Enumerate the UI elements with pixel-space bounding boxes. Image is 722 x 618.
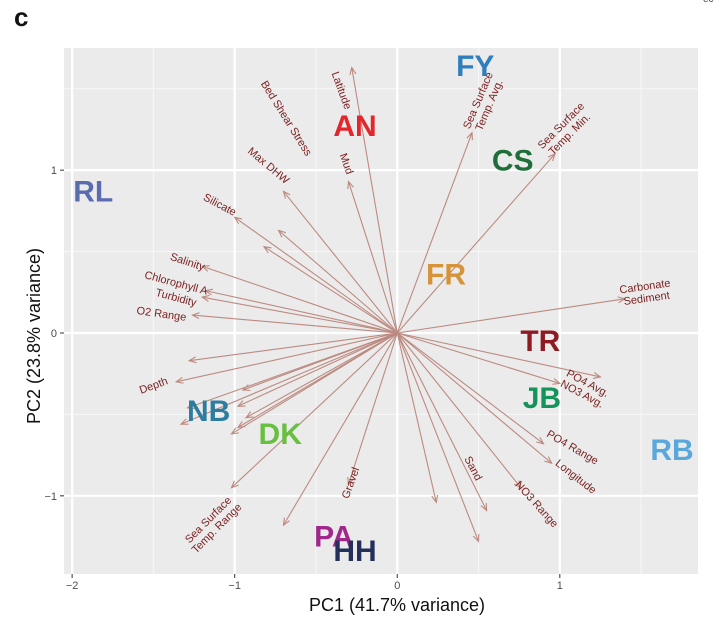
- loading-arrow: [396, 332, 486, 511]
- loading-arrow: [348, 182, 398, 334]
- x-tick-label: −1: [228, 580, 241, 592]
- panel-letter: c: [14, 2, 29, 32]
- loading-arrow: [397, 299, 625, 334]
- loading-arrow: [352, 68, 398, 334]
- site-label-jb: JB: [523, 382, 561, 415]
- loading-arrow: [397, 332, 600, 377]
- loading-arrow: [396, 332, 543, 444]
- plot-panel: [64, 48, 698, 574]
- site-label-rb: RB: [650, 434, 693, 467]
- loading-arrow: [205, 291, 398, 334]
- loading-arrow: [231, 332, 398, 488]
- loading-arrow: [396, 133, 472, 334]
- loading-arrow: [202, 266, 398, 334]
- site-label-rl: RL: [73, 175, 113, 208]
- loading-arrow: [283, 191, 398, 334]
- loading-arrow: [246, 332, 398, 418]
- loading-arrow: [188, 332, 398, 408]
- y-axis-title: PC2 (23.8% variance): [24, 248, 44, 424]
- loading-arrow: [283, 332, 398, 525]
- loading-arrow: [396, 332, 521, 488]
- y-tick-label: 0: [51, 328, 57, 340]
- site-label-tr: TR: [520, 325, 560, 358]
- site-label-pa: PA: [314, 521, 353, 554]
- site-label-fy: FY: [456, 50, 494, 83]
- site-label-dk: DK: [259, 418, 303, 451]
- loading-arrow: [189, 332, 398, 361]
- y-tick-label: 1: [51, 165, 57, 177]
- x-tick-label: 1: [557, 580, 563, 592]
- loading-arrow: [181, 332, 398, 424]
- site-label-fr: FR: [426, 258, 466, 291]
- loading-arrow: [176, 332, 398, 382]
- loading-arrow: [279, 230, 398, 334]
- y-tick-label: −1: [44, 491, 57, 503]
- site-label-an: AN: [333, 110, 376, 143]
- loading-arrow: [202, 297, 398, 334]
- loading-arrow: [264, 247, 398, 334]
- loading-arrow: [396, 332, 436, 502]
- axis-ticks: −2 −1 0 1 −1 0 1: [44, 165, 562, 592]
- loading-arrow: [231, 332, 398, 434]
- site-label-hh: HH: [333, 535, 376, 568]
- site-label-cs: CS: [492, 144, 534, 177]
- loading-arrow: [396, 332, 551, 463]
- loading-arrow: [397, 332, 560, 383]
- loading-arrows: [176, 68, 625, 542]
- loading-arrow: [396, 332, 478, 541]
- loading-arrow: [235, 217, 398, 334]
- site-label-nb: NB: [187, 395, 230, 428]
- gridlines: [64, 48, 698, 574]
- x-tick-label: 0: [394, 580, 400, 592]
- x-axis-title: PC1 (41.7% variance): [309, 595, 485, 615]
- corner-text: ec: [703, 0, 714, 5]
- loading-arrow: [396, 154, 555, 334]
- loading-arrow: [348, 332, 398, 484]
- loading-arrow: [238, 332, 398, 406]
- loading-arrow: [192, 315, 398, 334]
- x-tick-label: −2: [66, 580, 79, 592]
